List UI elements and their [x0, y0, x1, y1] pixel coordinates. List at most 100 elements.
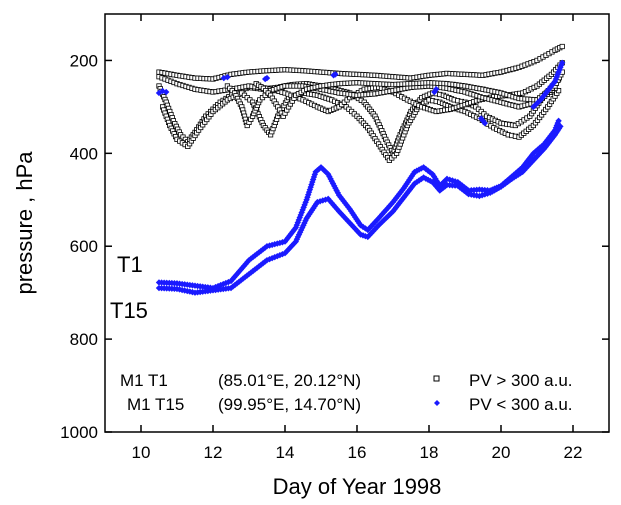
x-tick-label: 12 [204, 443, 223, 462]
data-point-low-pv [554, 127, 561, 134]
series-low-pv [155, 59, 566, 296]
data-point-low-pv [263, 74, 271, 82]
annotation-t1: T1 [117, 252, 143, 277]
data-point-low-pv [544, 136, 551, 144]
data-point-low-pv [491, 187, 498, 194]
data-point-low-pv [517, 165, 524, 173]
legend-row2-coords: (99.95°E, 14.70°N) [218, 395, 361, 414]
data-point-low-pv [545, 134, 553, 142]
axes: 10 12 14 16 18 20 22 200 400 600 800 1000 [60, 14, 609, 462]
data-point-low-pv [544, 141, 551, 148]
legend-row1-label: M1 T1 [120, 371, 168, 390]
data-point-low-pv [247, 255, 255, 262]
x-tick-label: 22 [564, 443, 583, 462]
data-point-low-pv [554, 119, 561, 127]
data-point-low-pv [233, 280, 241, 287]
data-point-low-pv [247, 269, 255, 276]
data-point-low-pv [410, 170, 417, 178]
data-point-low-pv [317, 164, 325, 171]
data-point-low-pv [224, 73, 231, 81]
data-point-low-pv [240, 262, 248, 270]
data-point-low-pv [373, 217, 380, 224]
data-point-low-pv [286, 232, 293, 239]
data-point-low-pv [521, 166, 528, 174]
data-point-low-pv [461, 187, 468, 195]
data-point-low-pv [337, 193, 344, 201]
data-point-low-pv [532, 101, 539, 109]
x-tick-label: 18 [420, 443, 439, 462]
data-point-low-pv [534, 146, 541, 153]
data-point-low-pv [553, 122, 560, 129]
data-point-low-pv [517, 170, 524, 177]
data-point-low-pv [349, 209, 356, 217]
data-point-low-pv [525, 156, 532, 163]
annotation-t15-text: T15 [110, 298, 148, 323]
data-point-low-pv [541, 145, 548, 152]
data-point-low-pv [547, 137, 554, 144]
data-point-low-pv [408, 184, 415, 191]
data-point-low-pv [508, 175, 515, 183]
data-point-low-pv [541, 91, 549, 98]
x-axis-label: Day of Year 1998 [273, 474, 442, 499]
data-point-low-pv [527, 154, 534, 161]
data-point-low-pv [463, 189, 470, 196]
data-point-low-pv [519, 168, 526, 176]
data-point-low-pv [547, 132, 554, 140]
data-point-low-pv [371, 219, 379, 226]
data-point-low-pv [296, 214, 303, 221]
data-point-low-pv [287, 230, 295, 237]
legend-row1-series: PV > 300 a.u. [469, 371, 573, 390]
data-point-low-pv [231, 281, 239, 289]
legend-row1-coords: (85.01°E, 20.12°N) [218, 371, 361, 390]
data-point-low-pv [237, 277, 245, 284]
data-point-low-pv [537, 96, 544, 104]
data-point-low-pv [479, 117, 487, 125]
y-tick-label: 800 [70, 330, 98, 349]
x-tick-label: 14 [276, 443, 295, 462]
legend-row1-marker [433, 375, 440, 382]
data-point-low-pv [526, 160, 533, 168]
data-point-low-pv [519, 164, 526, 171]
data-point-low-pv [386, 211, 393, 219]
annotation-t1-text: T1 [117, 252, 143, 277]
data-point-low-pv [559, 59, 566, 66]
data-point-low-pv [443, 175, 451, 183]
data-point-low-pv [547, 83, 554, 91]
data-point-low-pv [555, 117, 562, 125]
y-tick-label: 400 [70, 144, 98, 163]
y-tick-label: 1000 [60, 423, 98, 442]
data-point-low-pv [555, 68, 562, 76]
x-tick-label: 10 [132, 443, 151, 462]
data-point-low-pv [395, 190, 403, 198]
data-point-low-pv [532, 155, 539, 162]
data-point-low-pv [362, 225, 369, 232]
data-point-low-pv [553, 73, 560, 80]
data-point-low-pv [538, 94, 546, 102]
data-point-low-pv [528, 159, 535, 166]
data-point-low-pv [537, 149, 544, 156]
data-point-low-pv [558, 61, 565, 69]
data-point-low-pv [239, 275, 247, 282]
data-point-low-pv [405, 188, 412, 195]
legend-row2-marker [434, 400, 440, 406]
data-point-low-pv [524, 158, 531, 165]
data-point-low-pv [304, 194, 311, 201]
data-point-low-pv [279, 239, 286, 246]
data-point-low-pv [409, 182, 417, 189]
data-point-low-pv [528, 152, 536, 159]
data-point-low-pv [332, 204, 339, 211]
data-point-low-pv [550, 80, 557, 87]
data-point-low-pv [545, 139, 553, 146]
data-point-low-pv [493, 185, 500, 193]
data-point-low-pv [335, 191, 343, 199]
y-axis-label: pressure , hPa [12, 151, 37, 295]
data-point-low-pv [532, 148, 539, 155]
data-point-low-pv [291, 226, 298, 233]
data-point-low-pv [301, 219, 308, 227]
data-point-low-pv [481, 119, 488, 127]
legend-row2-series: PV < 300 a.u. [469, 395, 573, 414]
data-point-low-pv [542, 138, 549, 146]
data-point-high-pv [559, 43, 565, 50]
